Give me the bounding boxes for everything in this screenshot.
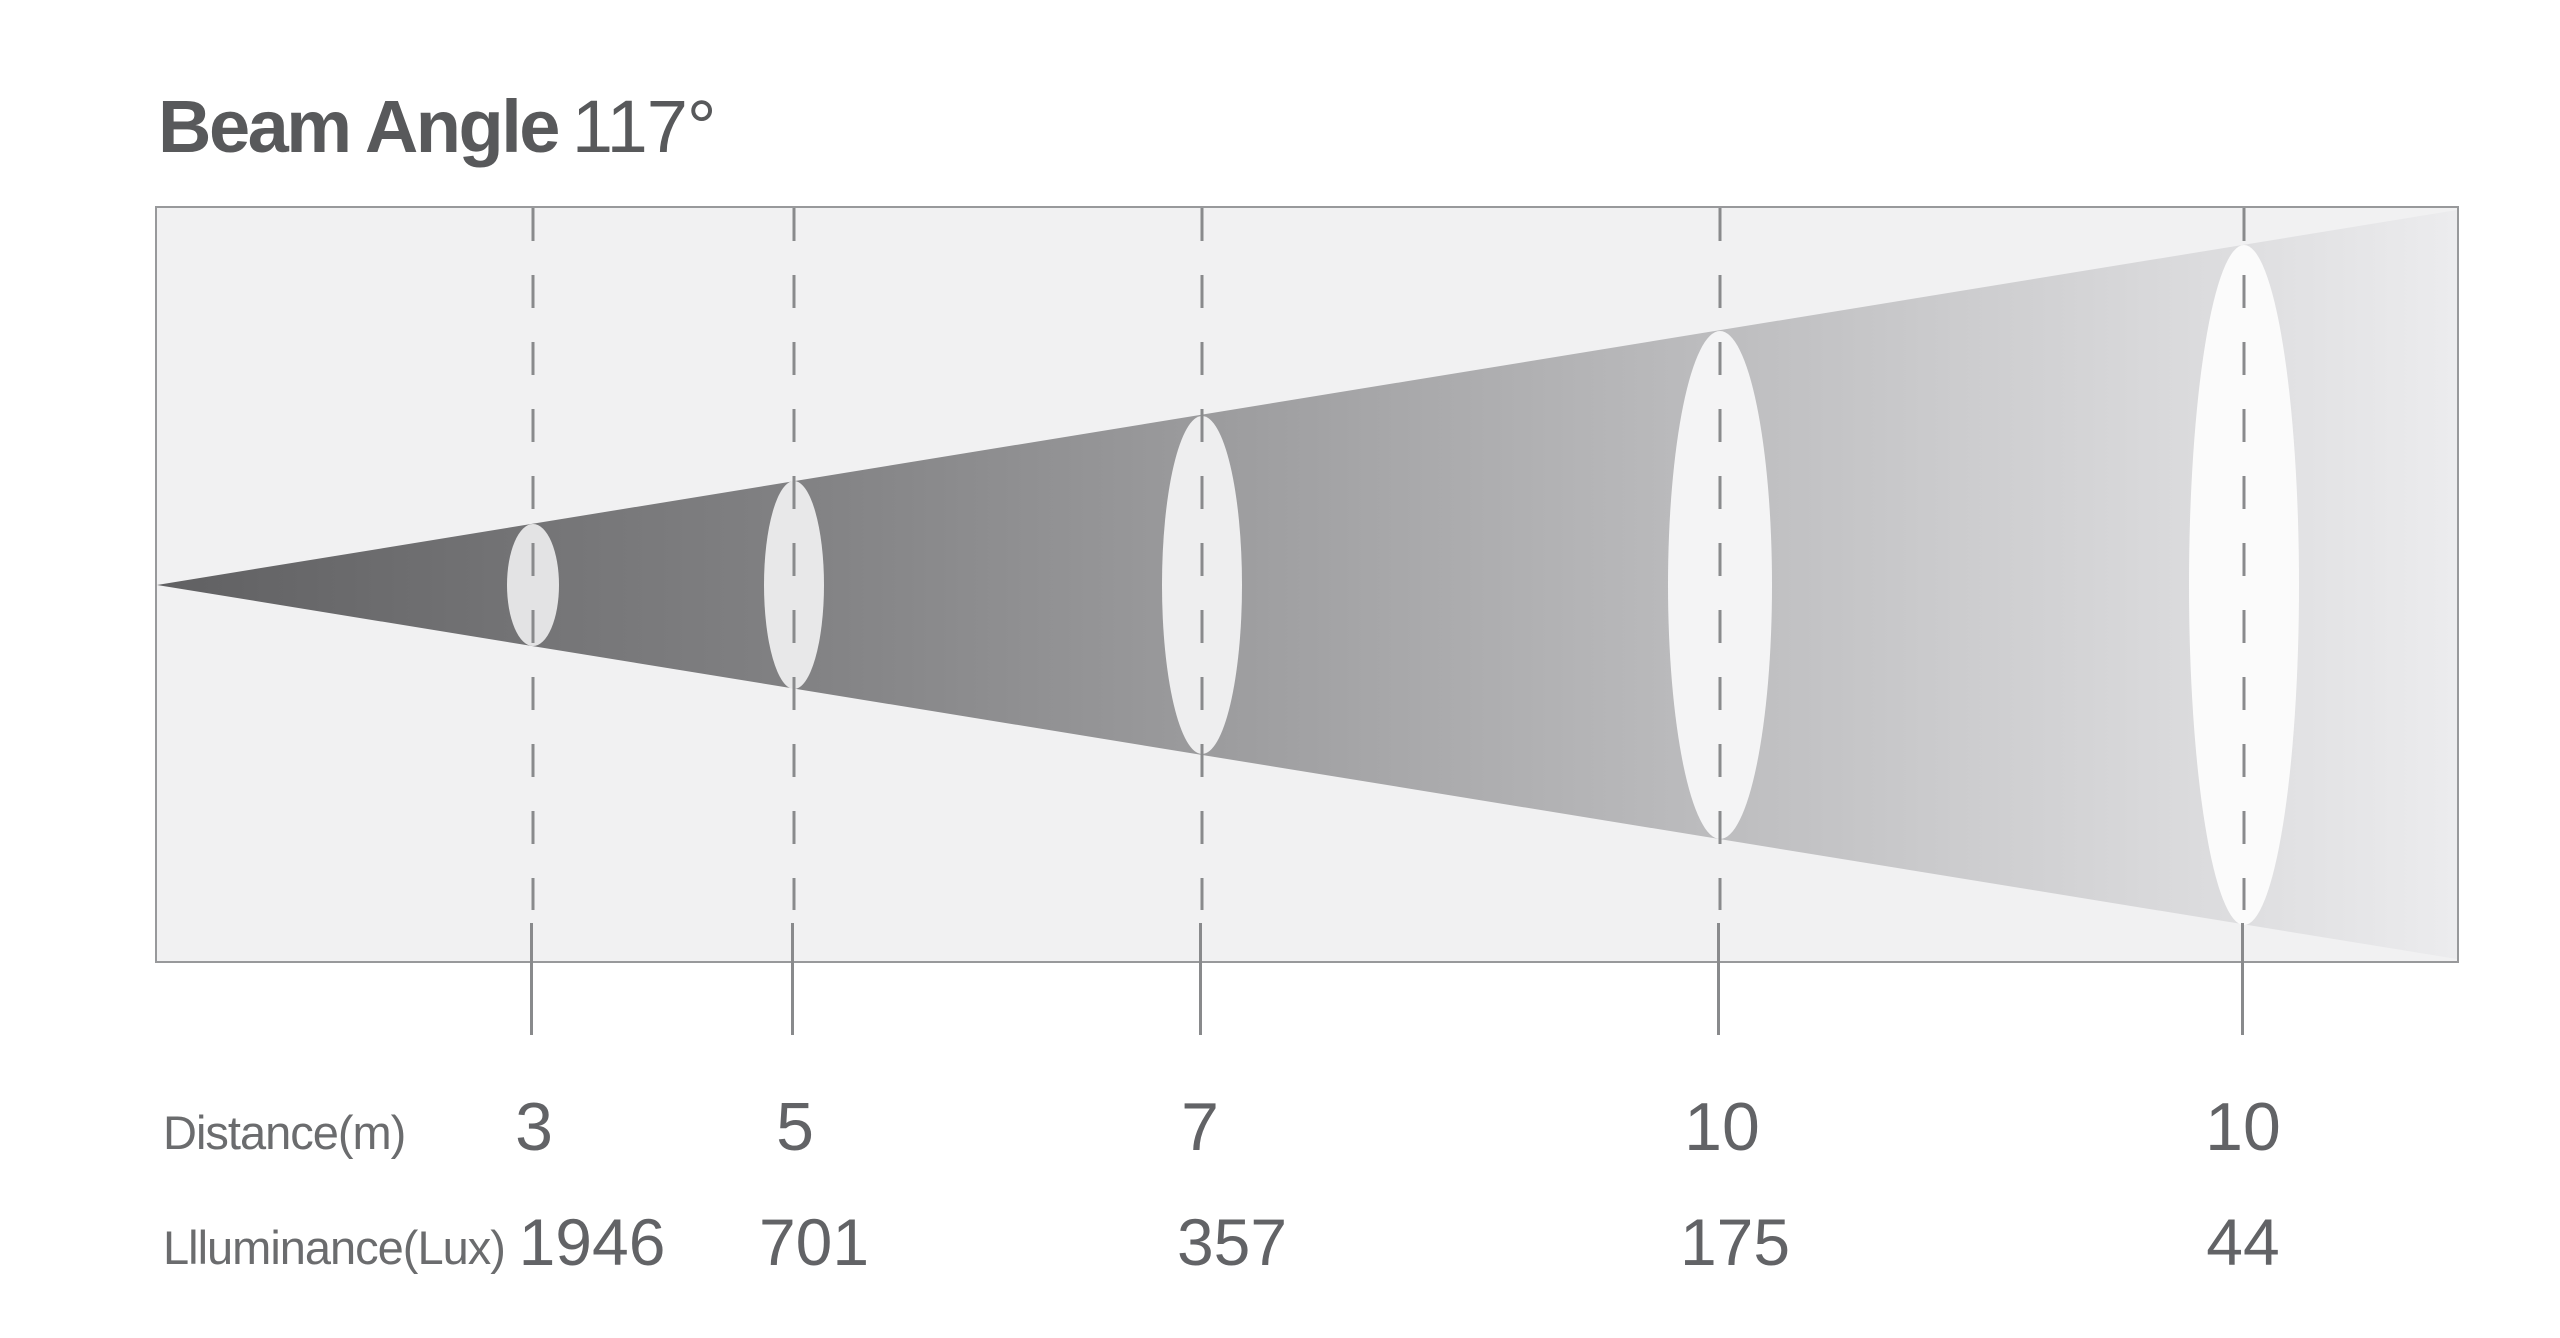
distance-value-4: 10 [1684,1089,1760,1165]
distance-row-label: Distance(m) [163,1106,406,1159]
chart-title: Beam Angle 117° [158,90,716,164]
distance-tick-4 [1717,923,1720,1035]
chart-title-text: Beam Angle [158,85,560,168]
chart-title-angle-value: 117° [571,85,717,168]
distance-tick-2 [791,923,794,1035]
beam-spot-ellipse-4 [1668,331,1772,839]
beam-spot-ellipse-2 [764,481,824,689]
beam-cone [157,210,2457,959]
beam-spot-ellipse-3 [1162,416,1242,754]
illuminance-value-1: 1946 [518,1205,666,1279]
distance-tick-3 [1199,923,1202,1035]
distance-value-1: 3 [515,1089,553,1165]
illuminance-value-5: 44 [2206,1205,2280,1279]
beam-spot-ellipse-1 [507,524,559,646]
illuminance-value-4: 175 [1679,1205,1791,1279]
beam-spot-ellipse-5 [2189,245,2299,925]
beam-diagram-panel [155,206,2459,963]
distance-value-5: 10 [2205,1089,2281,1165]
distance-value-2: 5 [776,1089,814,1165]
beam-diagram [157,208,2457,959]
distance-tick-5 [2241,923,2244,1035]
distance-tick-1 [530,923,533,1035]
illuminance-row-label: Llluminance(Lux) [163,1221,506,1274]
distance-value-3: 7 [1181,1089,1219,1165]
illuminance-value-3: 357 [1176,1205,1288,1279]
illuminance-value-2: 701 [758,1205,870,1279]
